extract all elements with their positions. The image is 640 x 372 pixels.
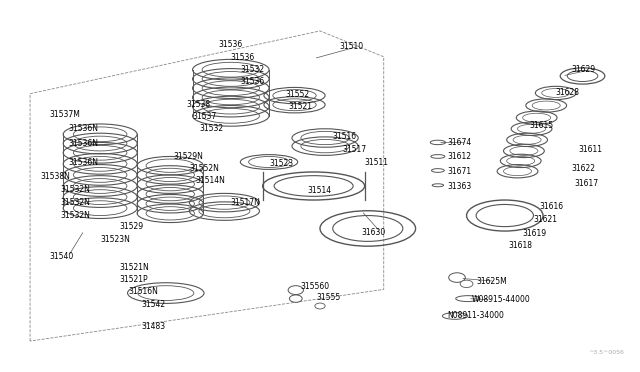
Text: 31542: 31542 [141, 300, 166, 310]
Text: 31536N: 31536N [68, 139, 99, 148]
Text: 31536N: 31536N [68, 124, 99, 133]
Text: 31540: 31540 [49, 251, 74, 261]
Circle shape [289, 295, 302, 302]
Text: 31629: 31629 [572, 65, 596, 74]
Circle shape [449, 273, 465, 282]
Text: N08911-34000: N08911-34000 [447, 311, 504, 320]
Text: 31521P: 31521P [119, 275, 148, 283]
Text: 31671: 31671 [447, 167, 472, 176]
Text: 31615: 31615 [529, 121, 553, 129]
Text: 31514: 31514 [307, 186, 332, 195]
Text: 31523: 31523 [269, 159, 293, 169]
Text: 31521N: 31521N [119, 263, 149, 272]
Text: 31529N: 31529N [173, 152, 204, 161]
Text: 31532: 31532 [241, 65, 264, 74]
Text: 31537: 31537 [193, 112, 217, 121]
Text: 31536: 31536 [231, 53, 255, 62]
Text: 31628: 31628 [556, 89, 580, 97]
Text: 31622: 31622 [572, 164, 596, 173]
Text: 31536N: 31536N [68, 157, 99, 167]
Text: 31517: 31517 [342, 145, 367, 154]
Text: 31516: 31516 [333, 132, 357, 141]
Text: 31538N: 31538N [41, 172, 71, 181]
Text: 31612: 31612 [447, 152, 472, 161]
Text: ^3.5^0056: ^3.5^0056 [589, 350, 625, 355]
Text: 31532N: 31532N [60, 198, 90, 207]
Text: 31538: 31538 [186, 100, 211, 109]
Text: 31536: 31536 [241, 77, 264, 86]
Text: 31552N: 31552N [189, 164, 220, 173]
Text: 31532N: 31532N [60, 185, 90, 194]
Text: 31536: 31536 [218, 41, 243, 49]
Text: 31611: 31611 [578, 145, 602, 154]
Text: 31363: 31363 [447, 182, 472, 191]
Text: 31674: 31674 [447, 138, 472, 147]
Circle shape [288, 286, 303, 295]
Text: 31630: 31630 [362, 228, 386, 237]
Circle shape [315, 303, 325, 309]
Text: 31523N: 31523N [100, 235, 130, 244]
Text: 31625M: 31625M [476, 277, 507, 286]
Text: W08915-44000: W08915-44000 [472, 295, 531, 304]
Text: 31511: 31511 [365, 157, 388, 167]
Text: 31510: 31510 [339, 42, 364, 51]
Text: 31616: 31616 [540, 202, 564, 211]
Text: 31555: 31555 [317, 293, 341, 302]
Text: 31517N: 31517N [231, 198, 260, 207]
Text: 31514N: 31514N [196, 176, 226, 185]
Text: 31532: 31532 [199, 124, 223, 133]
Circle shape [460, 280, 473, 288]
Text: 31617: 31617 [575, 179, 599, 187]
Text: 31521: 31521 [288, 102, 312, 111]
Text: 31552: 31552 [285, 90, 309, 99]
Text: 31529: 31529 [119, 222, 143, 231]
Text: 315560: 315560 [301, 282, 330, 291]
Text: 31537M: 31537M [49, 109, 80, 119]
Text: 31483: 31483 [141, 322, 166, 331]
Text: 31532N: 31532N [60, 211, 90, 220]
Text: 31621: 31621 [534, 215, 557, 224]
Text: 31618: 31618 [508, 241, 532, 250]
Text: 31516N: 31516N [129, 287, 159, 296]
Text: 31619: 31619 [523, 229, 547, 238]
